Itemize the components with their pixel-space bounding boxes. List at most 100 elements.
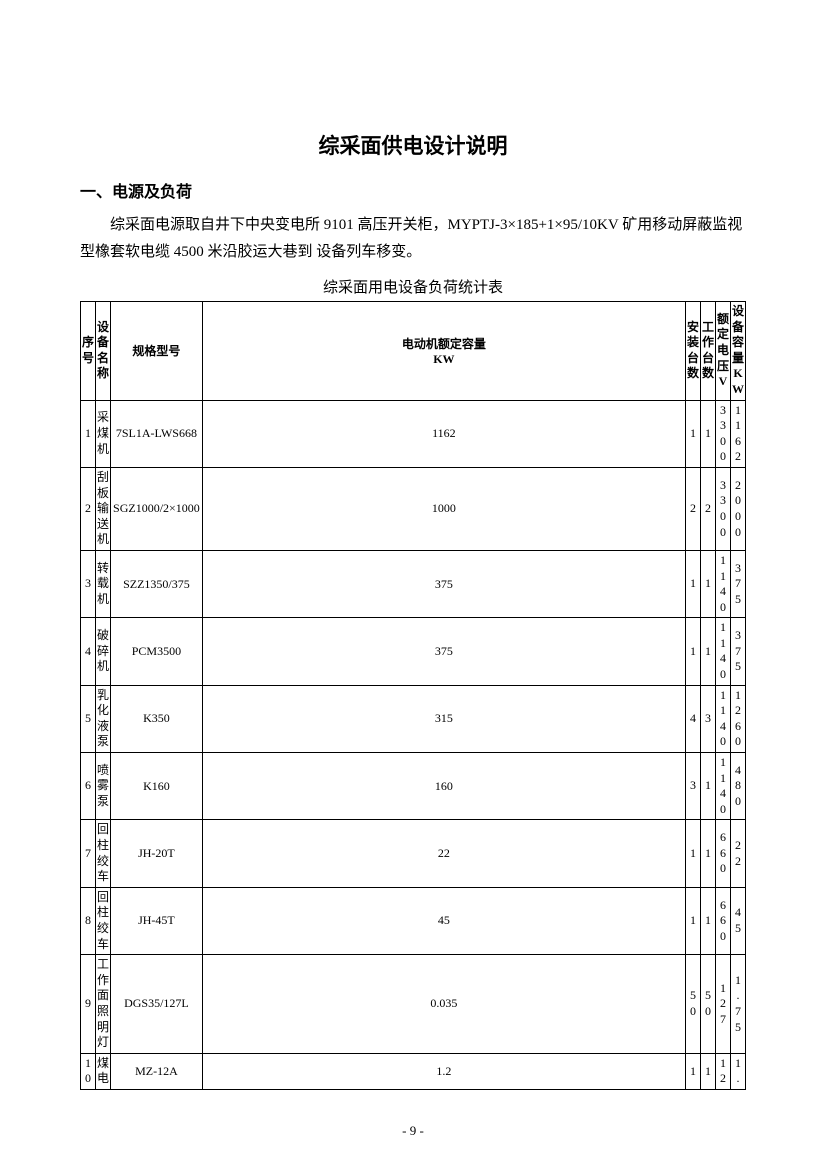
cell-name: 工作面照明灯 [96, 955, 111, 1054]
cell-capacity: 0.035 [202, 955, 685, 1054]
cell-capacity: 1162 [202, 400, 685, 467]
cell-voltage: 3300 [715, 400, 730, 467]
th-capacity-l2: KW [433, 352, 454, 366]
cell-total: 1260 [730, 685, 745, 752]
cell-seq: 7 [81, 820, 96, 887]
cell-total: 2000 [730, 467, 745, 550]
table-header-row: 序号 设备名称 规格型号 电动机额定容量 KW 安装台数 工作台数 额定电压V … [81, 302, 746, 401]
th-work: 工作台数 [700, 302, 715, 401]
th-total: 设备容量KW [730, 302, 745, 401]
cell-capacity: 375 [202, 550, 685, 617]
cell-seq: 8 [81, 887, 96, 954]
cell-work: 1 [700, 753, 715, 820]
cell-total: 45 [730, 887, 745, 954]
table-body: 1采煤机7SL1A-LWS668116211330011622刮板输送机SGZ1… [81, 400, 746, 1089]
cell-name: 转载机 [96, 550, 111, 617]
cell-voltage: 1140 [715, 618, 730, 685]
cell-seq: 6 [81, 753, 96, 820]
cell-total: 1. [730, 1053, 745, 1089]
cell-work: 1 [700, 887, 715, 954]
table-row: 3转载机SZZ1350/375375111140375 [81, 550, 746, 617]
cell-work: 1 [700, 550, 715, 617]
paragraph-1: 综采面电源取自井下中央变电所 9101 高压开关柜，MYPTJ-3×185+1×… [80, 212, 746, 266]
cell-capacity: 45 [202, 887, 685, 954]
table-row: 5乳化液泵K3503154311401260 [81, 685, 746, 752]
table-row: 2刮板输送机SGZ1000/2×100010002233002000 [81, 467, 746, 550]
table-row: 8回柱绞车JH-45T451166045 [81, 887, 746, 954]
section-header-1: 一、电源及负荷 [80, 178, 746, 202]
th-name: 设备名称 [96, 302, 111, 401]
table-row: 4破碎机PCM3500375111140375 [81, 618, 746, 685]
cell-work: 50 [700, 955, 715, 1054]
cell-model: JH-45T [111, 887, 203, 954]
th-install: 安装台数 [685, 302, 700, 401]
cell-voltage: 660 [715, 820, 730, 887]
cell-capacity: 1.2 [202, 1053, 685, 1089]
cell-install: 2 [685, 467, 700, 550]
cell-name: 喷雾泵 [96, 753, 111, 820]
th-voltage: 额定电压V [715, 302, 730, 401]
cell-seq: 9 [81, 955, 96, 1054]
cell-model: MZ-12A [111, 1053, 203, 1089]
cell-capacity: 375 [202, 618, 685, 685]
cell-total: 480 [730, 753, 745, 820]
table-title: 综采面用电设备负荷统计表 [80, 276, 746, 297]
cell-seq: 1 [81, 400, 96, 467]
th-capacity: 电动机额定容量 KW [202, 302, 685, 401]
cell-voltage: 1140 [715, 550, 730, 617]
cell-install: 1 [685, 550, 700, 617]
cell-total: 1162 [730, 400, 745, 467]
th-voltage-l2: V [719, 374, 728, 388]
cell-seq: 3 [81, 550, 96, 617]
cell-model: DGS35/127L [111, 955, 203, 1054]
cell-total: 22 [730, 820, 745, 887]
cell-work: 1 [700, 400, 715, 467]
table-row: 9工作面照明灯DGS35/127L0.03550501271.75 [81, 955, 746, 1054]
cell-name: 乳化液泵 [96, 685, 111, 752]
cell-name: 刮板输送机 [96, 467, 111, 550]
cell-name: 煤电 [96, 1053, 111, 1089]
cell-install: 4 [685, 685, 700, 752]
th-seq: 序号 [81, 302, 96, 401]
cell-model: SZZ1350/375 [111, 550, 203, 617]
page-number: - 9 - [0, 1123, 826, 1139]
cell-model: 7SL1A-LWS668 [111, 400, 203, 467]
cell-install: 1 [685, 400, 700, 467]
th-capacity-l1: 电动机额定容量 [402, 337, 486, 351]
cell-name: 回柱绞车 [96, 820, 111, 887]
cell-install: 1 [685, 618, 700, 685]
cell-install: 3 [685, 753, 700, 820]
page-title: 综采面供电设计说明 [80, 130, 746, 160]
cell-install: 1 [685, 820, 700, 887]
cell-total: 375 [730, 618, 745, 685]
cell-model: SGZ1000/2×1000 [111, 467, 203, 550]
cell-model: K160 [111, 753, 203, 820]
cell-install: 1 [685, 1053, 700, 1089]
cell-work: 1 [700, 1053, 715, 1089]
cell-seq: 5 [81, 685, 96, 752]
cell-name: 破碎机 [96, 618, 111, 685]
cell-voltage: 3300 [715, 467, 730, 550]
cell-name: 回柱绞车 [96, 887, 111, 954]
cell-voltage: 127 [715, 955, 730, 1054]
equipment-load-table: 序号 设备名称 规格型号 电动机额定容量 KW 安装台数 工作台数 额定电压V … [80, 301, 746, 1090]
cell-model: JH-20T [111, 820, 203, 887]
cell-voltage: 1140 [715, 685, 730, 752]
table-row: 1采煤机7SL1A-LWS66811621133001162 [81, 400, 746, 467]
cell-voltage: 1140 [715, 753, 730, 820]
th-total-l2: KW [732, 366, 744, 396]
cell-capacity: 160 [202, 753, 685, 820]
cell-seq: 10 [81, 1053, 96, 1089]
cell-work: 1 [700, 820, 715, 887]
cell-install: 50 [685, 955, 700, 1054]
table-row: 6喷雾泵K160160311140480 [81, 753, 746, 820]
cell-voltage: 660 [715, 887, 730, 954]
th-model: 规格型号 [111, 302, 203, 401]
cell-capacity: 1000 [202, 467, 685, 550]
cell-total: 1.75 [730, 955, 745, 1054]
th-total-l1: 设备容量 [732, 304, 744, 365]
cell-voltage: 12 [715, 1053, 730, 1089]
cell-work: 3 [700, 685, 715, 752]
cell-model: K350 [111, 685, 203, 752]
cell-seq: 2 [81, 467, 96, 550]
